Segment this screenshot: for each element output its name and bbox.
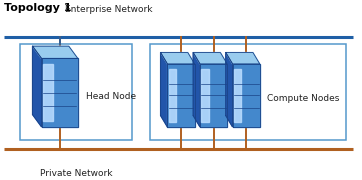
Polygon shape [33, 46, 42, 127]
Polygon shape [226, 53, 260, 64]
Text: Topology 1: Topology 1 [4, 3, 71, 13]
Polygon shape [42, 58, 78, 127]
Text: Compute Nodes: Compute Nodes [266, 94, 339, 103]
Polygon shape [161, 53, 167, 127]
Polygon shape [33, 46, 78, 58]
Polygon shape [167, 64, 195, 127]
FancyBboxPatch shape [150, 44, 346, 140]
Polygon shape [201, 69, 209, 122]
Text: Private Network: Private Network [40, 169, 112, 178]
Polygon shape [233, 64, 260, 127]
Polygon shape [226, 53, 233, 127]
Text: Head Node: Head Node [86, 92, 136, 101]
Polygon shape [168, 69, 176, 122]
Text: Enterprise Network: Enterprise Network [65, 4, 152, 14]
FancyBboxPatch shape [20, 44, 132, 140]
Polygon shape [234, 69, 241, 122]
Polygon shape [43, 64, 53, 122]
Polygon shape [161, 53, 195, 64]
Polygon shape [193, 53, 227, 64]
Polygon shape [193, 53, 200, 127]
Polygon shape [200, 64, 227, 127]
